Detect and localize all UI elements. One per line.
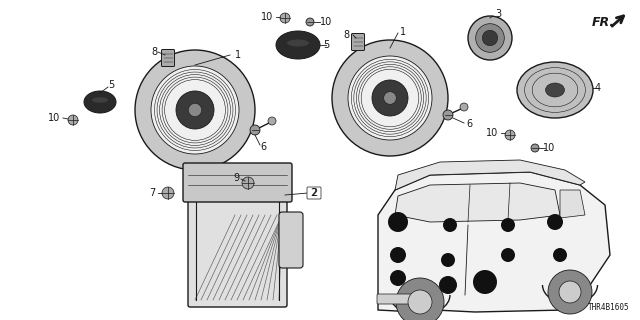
Text: 5: 5 [323,40,329,50]
Circle shape [559,281,581,303]
FancyBboxPatch shape [183,163,292,202]
Circle shape [176,91,214,129]
Circle shape [548,270,592,314]
Circle shape [408,290,432,314]
Ellipse shape [287,39,309,46]
Text: 8: 8 [344,30,350,40]
FancyBboxPatch shape [351,34,365,51]
Text: 10: 10 [260,12,273,22]
Ellipse shape [545,83,564,97]
Polygon shape [560,190,585,218]
Text: 8: 8 [152,47,158,57]
Text: 6: 6 [466,119,472,129]
Circle shape [547,214,563,230]
Text: 3: 3 [495,9,501,19]
Circle shape [268,117,276,125]
Text: THR4B1605: THR4B1605 [588,303,630,312]
Circle shape [468,16,512,60]
Circle shape [332,40,448,156]
Circle shape [390,270,406,286]
Polygon shape [395,160,585,190]
Circle shape [242,177,254,189]
Circle shape [553,248,567,262]
FancyBboxPatch shape [377,294,419,304]
Circle shape [250,125,260,135]
Text: 1: 1 [235,50,241,60]
Circle shape [460,103,468,111]
Text: 1: 1 [400,27,406,37]
Polygon shape [378,172,610,312]
Text: 7: 7 [148,188,155,198]
FancyBboxPatch shape [188,193,287,307]
Text: 9: 9 [234,173,240,183]
Circle shape [162,187,174,199]
Circle shape [501,218,515,232]
Circle shape [473,270,497,294]
Ellipse shape [92,97,108,103]
Circle shape [439,276,457,294]
Text: 2: 2 [310,188,316,198]
Circle shape [280,13,290,23]
Circle shape [384,92,396,104]
Text: 10: 10 [320,17,332,27]
Circle shape [135,50,255,170]
Circle shape [188,103,202,117]
Ellipse shape [276,31,320,59]
FancyBboxPatch shape [279,212,303,268]
Text: 10: 10 [48,113,60,123]
Text: 10: 10 [486,128,498,138]
Text: 5: 5 [108,80,115,90]
FancyBboxPatch shape [307,187,321,199]
Circle shape [441,253,455,267]
Text: 4: 4 [595,83,601,93]
Polygon shape [395,183,560,222]
Circle shape [443,218,457,232]
Circle shape [372,80,408,116]
Circle shape [151,66,239,154]
FancyBboxPatch shape [161,50,175,67]
Ellipse shape [517,62,593,118]
Circle shape [443,110,453,120]
Circle shape [348,56,432,140]
Circle shape [483,30,498,46]
Circle shape [476,24,504,52]
Text: FR.: FR. [592,15,615,28]
Text: 6: 6 [260,142,266,152]
Text: 10: 10 [543,143,556,153]
Circle shape [388,212,408,232]
Ellipse shape [84,91,116,113]
Circle shape [390,247,406,263]
Circle shape [501,248,515,262]
Text: 2: 2 [311,188,317,198]
Circle shape [531,144,539,152]
Circle shape [306,18,314,26]
Circle shape [396,278,444,320]
Circle shape [505,130,515,140]
Circle shape [68,115,78,125]
